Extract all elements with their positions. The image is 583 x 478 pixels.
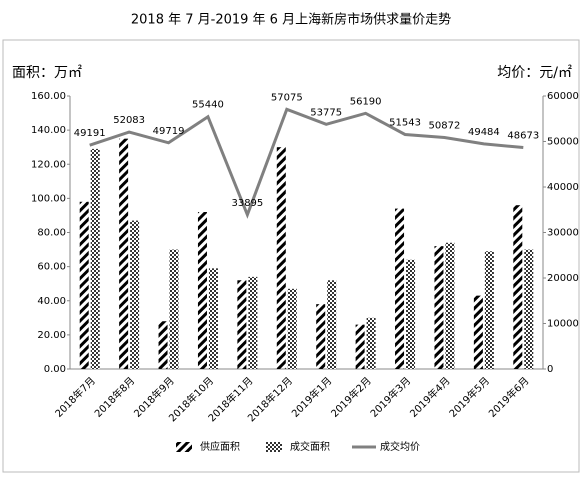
data-label: 56190: [350, 96, 382, 107]
line: [89, 107, 524, 219]
legend-swatch: [176, 442, 192, 452]
y-tick-label: 20.00: [37, 330, 66, 341]
y2-tick-label: 30000: [547, 228, 579, 239]
chart-border: [2, 39, 580, 473]
data-label: 57075: [271, 92, 303, 103]
legend-label: 成交面积: [290, 440, 330, 453]
data-label: 49191: [74, 128, 106, 139]
y2-tick-label: 10000: [547, 319, 579, 330]
bar: [473, 295, 483, 369]
bar: [169, 249, 179, 369]
legend-label: 供应面积: [200, 440, 240, 453]
bar: [445, 242, 455, 369]
data-label: 53775: [310, 107, 342, 118]
y-tick-label: 120.00: [31, 159, 66, 170]
chart-title: 2018 年 7 月-2019 年 6 月上海新房市场供求量价走势: [131, 12, 451, 28]
y-tick-label: 40.00: [37, 296, 66, 307]
bar: [287, 288, 297, 369]
bar: [355, 324, 365, 369]
y-tick-label: 160.00: [31, 91, 66, 102]
x-tick-label: 2018年8月: [92, 374, 138, 420]
data-label: 49484: [468, 127, 500, 138]
data-label: 55440: [192, 100, 224, 111]
legend-swatch: [266, 442, 282, 452]
x-tick-label: 2019年1月: [289, 374, 335, 420]
bar: [276, 147, 286, 369]
y2-tick-label: 60000: [547, 91, 579, 102]
bar: [484, 251, 494, 369]
data-label: 51543: [389, 117, 421, 128]
y2-tick-label: 50000: [547, 137, 579, 148]
bar: [208, 268, 218, 369]
y2-tick-label: 20000: [547, 273, 579, 284]
x-tick-label: 2019年4月: [407, 374, 453, 420]
y-tick-label: 80.00: [37, 228, 66, 239]
bar: [513, 205, 523, 369]
x-tick-label: 2019年6月: [486, 374, 532, 420]
x-tick-label: 2019年5月: [446, 374, 492, 420]
y-tick-label: 140.00: [31, 125, 66, 136]
y-tick-label: 0.00: [44, 364, 66, 375]
y2-tick-label: 0: [547, 364, 553, 375]
bar: [327, 280, 337, 369]
bar: [79, 201, 89, 369]
y-tick-label: 60.00: [37, 262, 66, 273]
x-tick-label: 2019年3月: [367, 374, 413, 420]
y2-axis-title: 均价：元/㎡: [497, 65, 572, 81]
data-label: 52083: [113, 115, 145, 126]
y-axis-title: 面积：万㎡: [12, 65, 82, 81]
bar: [395, 208, 405, 369]
bar: [406, 259, 416, 369]
bar: [130, 220, 140, 369]
bar: [237, 280, 247, 369]
bar: [158, 321, 168, 369]
bar: [248, 276, 258, 369]
bar: [434, 246, 444, 369]
bar: [197, 212, 207, 369]
data-label: 49719: [153, 126, 185, 137]
x-tick-label: 2019年2月: [328, 374, 374, 420]
bar: [366, 317, 376, 369]
y2-tick-label: 40000: [547, 182, 579, 193]
bar: [524, 249, 534, 369]
data-label: 50872: [429, 121, 461, 132]
legend-label: 成交均价: [380, 440, 420, 453]
bar: [316, 304, 326, 369]
y-tick-label: 100.00: [31, 193, 66, 204]
x-tick-label: 2018年7月: [52, 374, 98, 420]
bar: [90, 148, 100, 369]
data-label: 33895: [231, 198, 263, 209]
data-label: 48673: [507, 131, 539, 142]
bar: [119, 138, 129, 369]
